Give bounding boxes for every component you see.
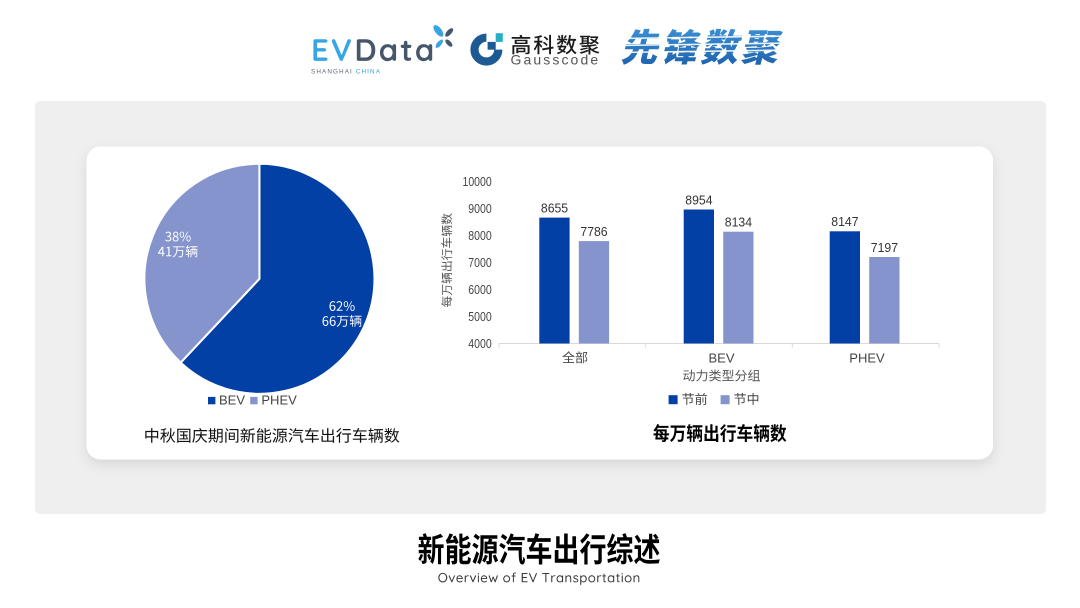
svg-text:7786: 7786 <box>580 225 607 239</box>
svg-text:8954: 8954 <box>685 193 712 207</box>
svg-text:4000: 4000 <box>468 336 491 351</box>
svg-text:PHEV: PHEV <box>849 350 885 365</box>
svg-text:8147: 8147 <box>831 215 858 229</box>
svg-text:8134: 8134 <box>725 216 752 230</box>
svg-text:7197: 7197 <box>871 241 898 255</box>
svg-text:6000: 6000 <box>468 282 491 297</box>
svg-text:8655: 8655 <box>541 201 568 215</box>
svg-text:PHEV: PHEV <box>261 393 297 408</box>
svg-text:Gausscode: Gausscode <box>511 52 601 68</box>
svg-text:SHANGHAI CHINA: SHANGHAI CHINA <box>311 68 381 75</box>
svg-text:BEV: BEV <box>708 350 734 365</box>
svg-text:10000: 10000 <box>463 174 492 189</box>
svg-text:8000: 8000 <box>468 228 491 243</box>
svg-text:9000: 9000 <box>468 201 491 216</box>
svg-text:7000: 7000 <box>468 255 491 270</box>
svg-text:5000: 5000 <box>468 309 491 324</box>
svg-text:BEV: BEV <box>219 393 245 408</box>
